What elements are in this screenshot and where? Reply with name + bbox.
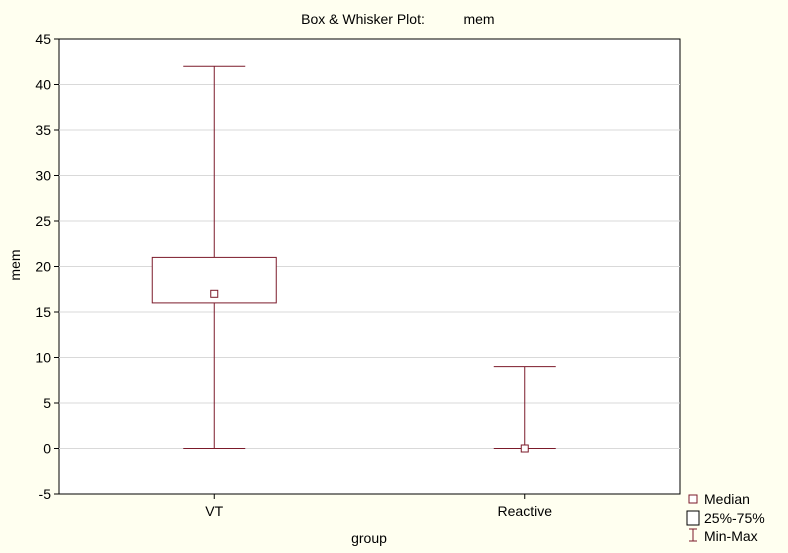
chart-title-variable: mem [463,11,494,27]
y-tick-label: 15 [35,304,51,320]
y-tick-label: 40 [35,77,51,93]
y-axis-label: mem [7,249,23,280]
box-vt [151,65,277,449]
y-tick-label: 35 [35,122,51,138]
y-tick-label: -5 [39,486,52,502]
median-marker [210,289,219,298]
legend-median-icon [688,494,698,504]
y-tick-label: 25 [35,213,51,229]
y-tick-label: 0 [43,441,51,457]
y-tick-label: 20 [35,259,51,275]
chart-title-prefix: Box & Whisker Plot: [301,11,425,27]
grid-lines [59,84,680,449]
y-tick-label: 45 [35,31,51,47]
x-axis-ticks: VT Reactive [205,494,552,519]
legend: Median 25%-75% Min-Max [686,491,765,544]
legend-minmax-icon [689,528,697,542]
y-tick-label: 10 [35,350,51,366]
x-tick-label: Reactive [498,503,553,519]
legend-box-icon [686,510,700,526]
box-series [151,65,556,453]
x-axis-label: group [351,530,387,546]
y-axis-ticks: -5 0 5 10 15 20 25 30 35 40 45 [35,31,59,502]
x-tick-label: VT [205,503,223,519]
median-marker [520,444,529,453]
y-tick-label: 30 [35,168,51,184]
legend-median-label: Median [704,491,750,507]
box-reactive [493,366,556,453]
y-tick-label: 5 [43,395,51,411]
legend-box-label: 25%-75% [704,510,765,526]
legend-minmax-label: Min-Max [704,528,758,544]
